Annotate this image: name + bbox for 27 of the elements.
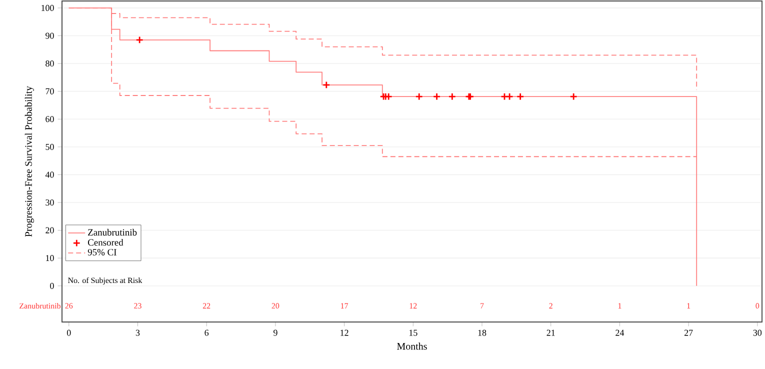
y-tick-label: 30 <box>46 199 54 206</box>
x-tick-label: 24 <box>616 330 624 336</box>
y-axis-title: Progression-Free Survival Probability <box>24 86 34 237</box>
y-tick-label: 40 <box>45 172 54 178</box>
x-tick-label: 12 <box>340 330 348 336</box>
y-tick-label: 80 <box>46 60 54 67</box>
x-tick-label: 9 <box>273 330 278 336</box>
y-tick-label: 100 <box>42 4 54 11</box>
y-tick-label: 10 <box>46 255 54 262</box>
y-tick-label: 20 <box>46 227 54 234</box>
x-axis-title: Months <box>397 342 427 350</box>
y-tick-label: 70 <box>46 88 54 94</box>
y-tick-label: 50 <box>46 144 54 150</box>
x-tick-label: 0 <box>66 330 71 336</box>
x-tick-label: 18 <box>478 330 486 336</box>
legend-label: 95% CI <box>88 249 116 256</box>
x-tick-label: 6 <box>204 330 209 336</box>
y-tick-label: 90 <box>46 32 54 39</box>
x-tick-label: 15 <box>409 330 418 336</box>
x-tick-label: 30 <box>753 330 762 336</box>
y-tick-label: 0 <box>50 282 54 289</box>
x-tick-label: 27 <box>684 330 693 336</box>
y-tick-label: 60 <box>46 116 54 122</box>
x-tick-label: 21 <box>546 330 555 336</box>
x-tick-label: 3 <box>136 330 140 336</box>
legend-label: Censored <box>88 238 124 246</box>
legend-label: Zanubrutinib <box>88 228 137 236</box>
